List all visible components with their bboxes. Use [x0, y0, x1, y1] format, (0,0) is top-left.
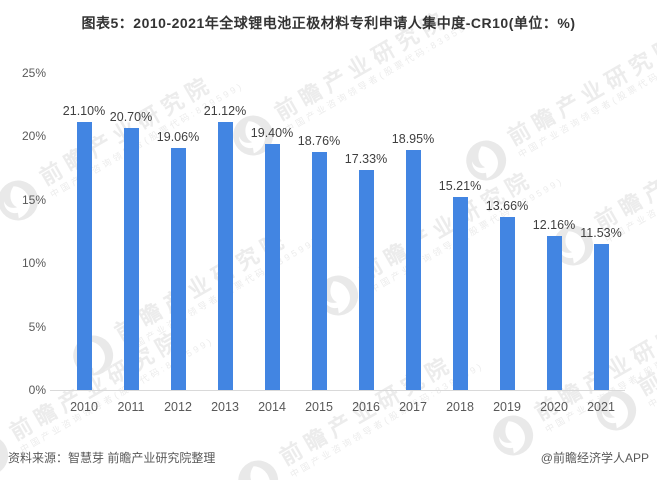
bar-value-label: 18.76%	[297, 134, 341, 149]
bar	[593, 243, 609, 390]
bar-value-label: 21.12%	[203, 104, 247, 119]
y-tick-label: 25%	[21, 66, 46, 80]
x-tick-label: 2017	[399, 400, 427, 414]
bar	[452, 197, 468, 390]
x-tick-label: 2010	[70, 400, 98, 414]
bar	[499, 216, 515, 390]
bar	[546, 235, 562, 390]
y-tick-label: 10%	[21, 256, 46, 271]
x-axis-line	[50, 390, 625, 391]
bar	[123, 127, 139, 390]
bar	[405, 149, 421, 390]
x-tick-label: 2019	[493, 400, 521, 414]
bar-value-label: 17.33%	[344, 152, 388, 167]
x-tick-label: 2015	[305, 400, 333, 414]
x-tick-label: 2014	[258, 400, 286, 414]
x-tick-label: 2011	[117, 400, 145, 414]
bar-value-label: 21.10%	[62, 104, 106, 119]
bar	[217, 122, 233, 390]
x-tick-label: 2013	[211, 400, 239, 414]
bar	[76, 122, 92, 390]
bar-value-label: 11.53%	[580, 225, 622, 240]
y-tick-label: 5%	[28, 319, 46, 334]
bar-value-label: 20.70%	[109, 109, 153, 124]
x-tick-label: 2016	[352, 400, 380, 414]
bar	[358, 170, 374, 390]
chart-title: 图表5：2010-2021年全球锂电池正极材料专利申请人集中度-CR10(单位：…	[81, 15, 576, 31]
bar-value-label: 13.66%	[485, 198, 529, 213]
bar	[264, 144, 280, 390]
x-tick-label: 2012	[164, 400, 192, 414]
x-tick-label: 2020	[540, 400, 568, 414]
x-tick-label: 2018	[446, 400, 474, 414]
y-tick-label: 15%	[21, 192, 46, 207]
bar-value-label: 19.06%	[156, 130, 200, 145]
bar	[170, 148, 186, 390]
y-tick-label: 0%	[28, 383, 46, 397]
bar-value-label: 15.21%	[438, 179, 482, 194]
bar-value-label: 18.95%	[391, 131, 435, 146]
source-note: 资料来源：智慧芽 前瞻产业研究院整理	[8, 451, 216, 465]
x-tick-label: 2021	[587, 400, 615, 414]
y-tick-label: 20%	[21, 129, 46, 144]
bar	[311, 152, 327, 390]
brand-note: @前瞻经济学人APP	[540, 451, 649, 465]
